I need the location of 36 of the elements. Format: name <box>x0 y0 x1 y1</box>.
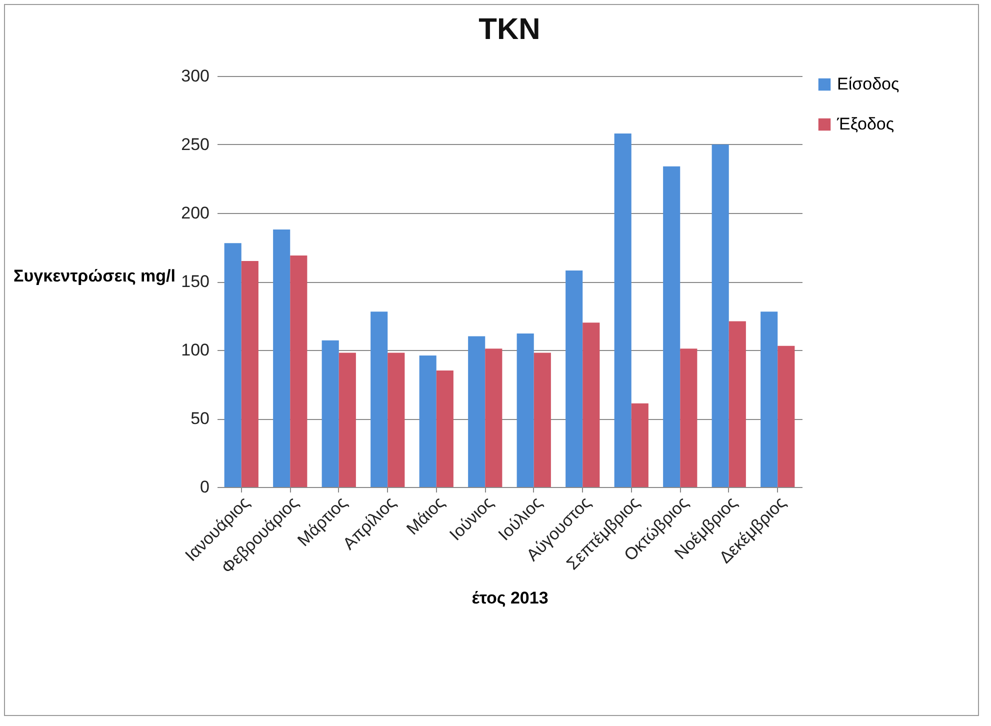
y-tick-label: 50 <box>190 409 210 428</box>
bar <box>485 348 502 487</box>
bar <box>663 166 680 487</box>
bar <box>322 340 339 487</box>
bar <box>370 312 388 487</box>
y-tick-label: 300 <box>181 66 210 86</box>
bar <box>338 352 356 487</box>
bar <box>468 336 486 487</box>
bar <box>516 334 534 487</box>
y-tick-label: 250 <box>181 135 210 154</box>
bar <box>582 322 600 487</box>
legend-label: Είσοδος <box>837 74 900 94</box>
bar <box>241 260 258 487</box>
y-tick-label: 0 <box>200 478 210 496</box>
bar <box>631 403 648 487</box>
bar <box>273 229 290 487</box>
legend-label: Έξοδος <box>836 114 894 134</box>
bar <box>778 346 795 487</box>
bar <box>419 355 436 487</box>
bar <box>760 312 778 487</box>
bar <box>680 348 698 487</box>
y-tick-label: 100 <box>181 340 210 360</box>
y-axis-title: Συγκεντρώσεις mg/l <box>14 266 176 286</box>
bar <box>436 370 454 487</box>
bar <box>290 255 308 487</box>
bar <box>566 270 583 487</box>
bar <box>224 243 242 487</box>
bar <box>728 321 746 487</box>
chart-title: TKN <box>478 13 540 46</box>
y-tick-label: 200 <box>181 204 210 222</box>
bar <box>388 352 405 487</box>
bar <box>614 134 632 487</box>
bar <box>712 144 729 487</box>
x-axis-title: έτος 2013 <box>472 588 548 608</box>
y-tick-label: 150 <box>181 272 210 291</box>
bar <box>534 352 551 487</box>
